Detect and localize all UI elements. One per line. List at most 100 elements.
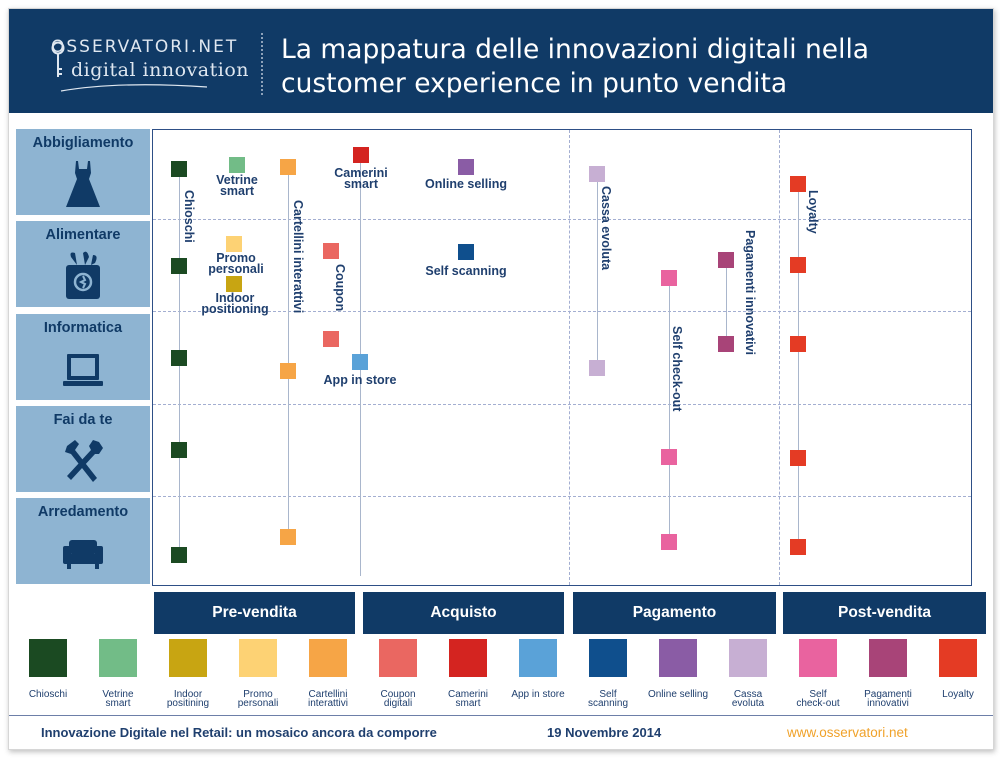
dress-icon: [66, 161, 100, 207]
label-coupon: Coupon: [333, 264, 347, 312]
marker-chioschi: [171, 547, 187, 563]
marker-pagamenti-innovativi: [718, 336, 734, 352]
legend-label: Vetrine smart: [102, 689, 134, 709]
legend-swatch: [99, 639, 137, 677]
key-logo-icon: [51, 41, 65, 77]
legend-label: Pagamenti innovativi: [864, 689, 912, 709]
phase-acquisto: Acquisto: [363, 592, 564, 634]
legend-label: Chioschi: [28, 689, 68, 700]
cassa-line: [597, 166, 598, 366]
row-divider: [153, 496, 971, 497]
marker-online-selling: [458, 159, 474, 175]
legend-swatch: [29, 639, 67, 677]
legend-swatch: [589, 639, 627, 677]
category-alimentare: Alimentare: [16, 221, 150, 307]
legend-swatch: [379, 639, 417, 677]
marker-chioschi: [171, 161, 187, 177]
marker-cartellini: [280, 529, 296, 545]
phase-pagamento: Pagamento: [573, 592, 776, 634]
legend-label: Online selling: [647, 689, 709, 700]
legend-label: Camerini smart: [447, 689, 488, 709]
marker-indoor-positioning: [226, 276, 242, 292]
marker-self-checkout: [661, 270, 677, 286]
phase-post-vendita: Post-vendita: [783, 592, 986, 634]
label-camerini-smart: Camerini smart: [328, 166, 394, 191]
phase-pre-vendita: Pre-vendita: [154, 592, 355, 634]
label-app-in-store: App in store: [323, 373, 397, 387]
category-label: Fai da te: [53, 412, 113, 428]
marker-loyalty: [790, 450, 806, 466]
marker-loyalty: [790, 257, 806, 273]
legend-label: App in store: [511, 689, 565, 700]
legend-swatch: [449, 639, 487, 677]
marker-loyalty: [790, 336, 806, 352]
legend-label: Promo personali: [237, 689, 279, 709]
phase-divider: [779, 130, 780, 585]
legend-swatch: [169, 639, 207, 677]
label-vetrine-smart: Vetrine smart: [207, 173, 267, 198]
logo-text-bottom: digital innovation: [71, 59, 249, 81]
label-self-scanning: Self scanning: [425, 264, 507, 278]
marker-coupon: [323, 331, 339, 347]
label-line: smart: [343, 177, 379, 191]
marker-chioschi: [171, 442, 187, 458]
legend-swatch: [799, 639, 837, 677]
label-self-checkout: Self check-out: [670, 326, 684, 412]
header-separator: [261, 33, 263, 95]
label-line: personali: [208, 262, 264, 276]
marker-self-scanning: [458, 244, 474, 260]
marker-loyalty: [790, 539, 806, 555]
category-label: Alimentare: [45, 227, 121, 243]
legend-label: Loyalty: [942, 689, 974, 700]
label-line: Promo: [216, 251, 256, 265]
legend-swatch: [519, 639, 557, 677]
marker-coupon: [323, 243, 339, 259]
logo-swoosh-icon: [60, 84, 208, 92]
category-label: Informatica: [43, 320, 123, 336]
footer-title: Innovazione Digitale nel Retail: un mosa…: [41, 725, 437, 740]
marker-self-checkout: [661, 534, 677, 550]
marker-cassa-evoluta: [589, 166, 605, 182]
category-label: Arredamento: [37, 504, 129, 520]
marker-pagamenti-innovativi: [718, 252, 734, 268]
label-promo-personali: Promo personali: [203, 251, 269, 276]
row-divider: [153, 219, 971, 220]
marker-self-checkout: [661, 449, 677, 465]
cartellini-line: [288, 168, 289, 538]
page-title: La mappatura delle innovazioni digitali …: [281, 34, 870, 99]
category-label: Abbigliamento: [32, 135, 134, 151]
category-arredamento: Arredamento: [16, 498, 150, 584]
pagamenti-line: [726, 252, 727, 340]
header: OSSERVATORI.NET digital innovation La ma…: [9, 9, 993, 113]
legend-label: Self scanning: [587, 689, 629, 709]
label-pagamenti-innovativi: Pagamenti innovativi: [743, 230, 757, 356]
grocery-bag-icon: [66, 251, 100, 299]
label-cartellini: Cartellini interattivi: [291, 200, 305, 314]
footer-url-link[interactable]: www.osservatori.net: [787, 725, 908, 740]
label-line: positioning: [201, 302, 269, 316]
category-abbigliamento: Abbigliamento: [16, 129, 150, 215]
legend-label: Cassa evoluta: [731, 689, 765, 709]
category-fai-da-te: Fai da te: [16, 406, 150, 492]
legend-label: Coupon digitali: [380, 689, 416, 709]
logo-text-top: OSSERVATORI.NET: [51, 37, 239, 57]
marker-app-in-store: [352, 354, 368, 370]
row-divider: [153, 404, 971, 405]
legend-swatch: [239, 639, 277, 677]
label-line: Vetrine: [216, 173, 258, 187]
innovation-map: Chioschi Vetrine smart Cartellini intera…: [152, 129, 972, 586]
tools-icon: [65, 440, 103, 482]
footer-divider: [9, 715, 993, 716]
legend-swatch: [869, 639, 907, 677]
row-divider: [153, 311, 971, 312]
marker-chioschi: [171, 350, 187, 366]
legend-label: Self check-out: [796, 689, 840, 709]
legend-label: Cartellini interattivi: [307, 689, 348, 709]
label-online-selling: Online selling: [425, 177, 507, 191]
label-line: Camerini: [334, 166, 388, 180]
marker-promo-personali: [226, 236, 242, 252]
laptop-icon: [63, 354, 103, 386]
label-line: smart: [219, 184, 255, 198]
marker-chioschi: [171, 258, 187, 274]
label-line: Indoor: [215, 291, 255, 305]
